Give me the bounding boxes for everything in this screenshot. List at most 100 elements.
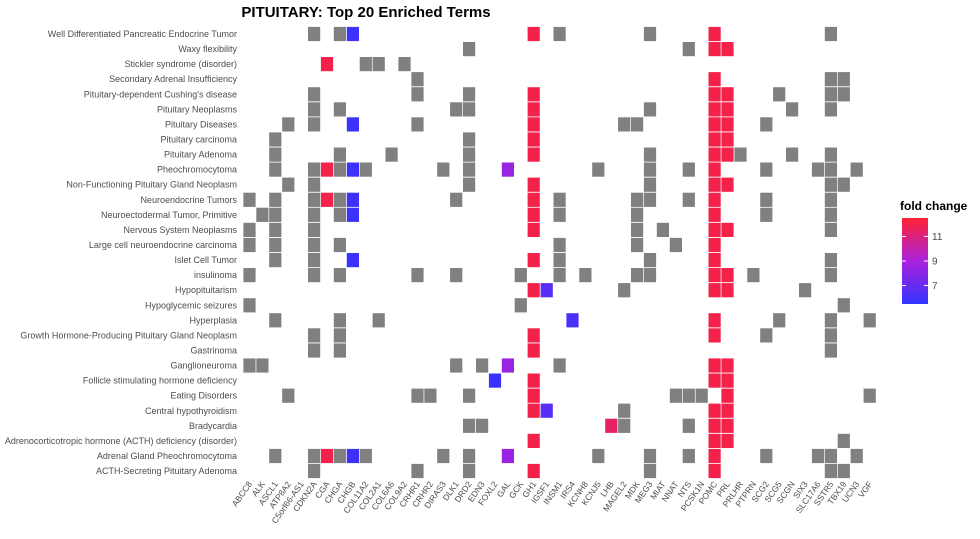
heatmap-cell [540, 283, 553, 298]
heatmap-cell [708, 72, 721, 87]
heatmap-cell [643, 147, 657, 162]
term-label: Pituitary Diseases [165, 119, 238, 129]
term-label: Central hypothyroidism [145, 406, 237, 416]
heatmap-cell [282, 388, 295, 403]
heatmap-cell [708, 463, 721, 479]
heatmap-cell [837, 298, 850, 313]
heatmap-cell [811, 162, 825, 177]
heatmap-cell [527, 207, 540, 222]
term-labels: Well Differentiated Pancreatic Endocrine… [5, 29, 238, 476]
heatmap-cell [476, 358, 489, 373]
heatmap-cell [308, 222, 321, 237]
heatmap-cell [708, 42, 721, 57]
heatmap-cell [773, 313, 786, 328]
heatmap-cell [669, 388, 682, 403]
heatmap-cell [282, 177, 295, 192]
heatmap-cell [463, 147, 476, 162]
heatmap-cell [463, 177, 476, 192]
heatmap-cell [463, 42, 476, 57]
term-label: Growth Hormone-Producing Pituitary Gland… [20, 330, 237, 340]
heatmap-cell [760, 448, 773, 464]
heatmap-cell [708, 207, 721, 222]
heatmap-cell [320, 57, 334, 72]
heatmap-cell [811, 448, 825, 464]
heatmap-cell [643, 253, 657, 268]
heatmap-cell [721, 222, 734, 237]
heatmap-cell [346, 162, 359, 177]
term-label: Hypoglycemic seizures [145, 300, 238, 310]
heatmap-cell [824, 102, 837, 117]
heatmap-cell [411, 268, 424, 283]
heatmap-cell [605, 418, 618, 433]
heatmap-cell [631, 222, 644, 237]
heatmap-cell [308, 268, 321, 283]
heatmap-cell [501, 162, 514, 177]
heatmap-cell [708, 192, 721, 207]
heatmap-cell [631, 207, 644, 222]
heatmap-cell [450, 102, 463, 117]
heatmap-cell [411, 388, 424, 403]
heatmap-cell [618, 418, 631, 433]
heatmap-cell [385, 147, 398, 162]
heatmap-cell [463, 162, 476, 177]
heatmap-cell [708, 268, 721, 283]
heatmap-cell [824, 162, 837, 177]
heatmap-cell [333, 162, 346, 177]
heatmap-cell [359, 162, 372, 177]
term-label: Non-Functioning Pituitary Gland Neoplasm [66, 180, 237, 190]
heatmap-cell [760, 328, 773, 343]
heatmap-cell [553, 253, 566, 268]
heatmap-cell [824, 147, 837, 162]
heatmap-cell [643, 192, 657, 207]
heatmap-cell [308, 328, 321, 343]
heatmap-cell [540, 403, 553, 418]
heatmap-cell [527, 26, 540, 42]
heatmap-cell [656, 222, 669, 237]
heatmap-cell [527, 117, 540, 132]
heatmap-cell [553, 358, 566, 373]
heatmap-cell [527, 373, 540, 388]
heatmap-cell [308, 448, 321, 464]
heatmap-cell [269, 162, 282, 177]
heatmap-cell [824, 72, 837, 87]
heatmap-cell [308, 87, 321, 102]
heatmap-cell [708, 418, 721, 433]
term-label: Nervous System Neoplasms [123, 225, 237, 235]
heatmap-cell [682, 162, 695, 177]
term-label: Pituitary Adenoma [164, 150, 237, 160]
heatmap-cell [695, 388, 708, 403]
heatmap-cell [682, 42, 695, 57]
heatmap-cell [708, 373, 721, 388]
heatmap-cell [553, 237, 566, 253]
heatmap-cell [308, 117, 321, 132]
term-label: Large cell neuroendocrine carcinoma [89, 240, 237, 250]
heatmap-cell [708, 147, 721, 162]
heatmap-cell [643, 162, 657, 177]
heatmap-cell [463, 102, 476, 117]
heatmap-cell [308, 162, 321, 177]
heatmap-cell [708, 26, 721, 42]
heatmap-cell [799, 283, 812, 298]
heatmap-cell [734, 147, 747, 162]
heatmap-cell [592, 448, 605, 464]
heatmap-cell [243, 298, 256, 313]
heatmap-cell [721, 418, 734, 433]
heatmap-cell [333, 147, 346, 162]
heatmap-cell [721, 268, 734, 283]
heatmap-cell [463, 87, 476, 102]
heatmap-cell [501, 448, 514, 464]
heatmap-cell [527, 192, 540, 207]
heatmap-cell [708, 313, 721, 328]
heatmap-cell [333, 26, 346, 42]
heatmap-cell [398, 57, 411, 72]
heatmap-cell [708, 448, 721, 464]
heatmap-cell [824, 253, 837, 268]
heatmap-cell [333, 313, 346, 328]
heatmap-cell [269, 237, 282, 253]
heatmap-cell [824, 313, 837, 328]
term-label: Follicle stimulating hormone deficiency [83, 376, 238, 386]
heatmap-cell [721, 147, 734, 162]
term-label: ACTH-Secreting Pituitary Adenoma [96, 466, 237, 476]
heatmap-cell [708, 433, 721, 448]
heatmap-cell [721, 388, 734, 403]
